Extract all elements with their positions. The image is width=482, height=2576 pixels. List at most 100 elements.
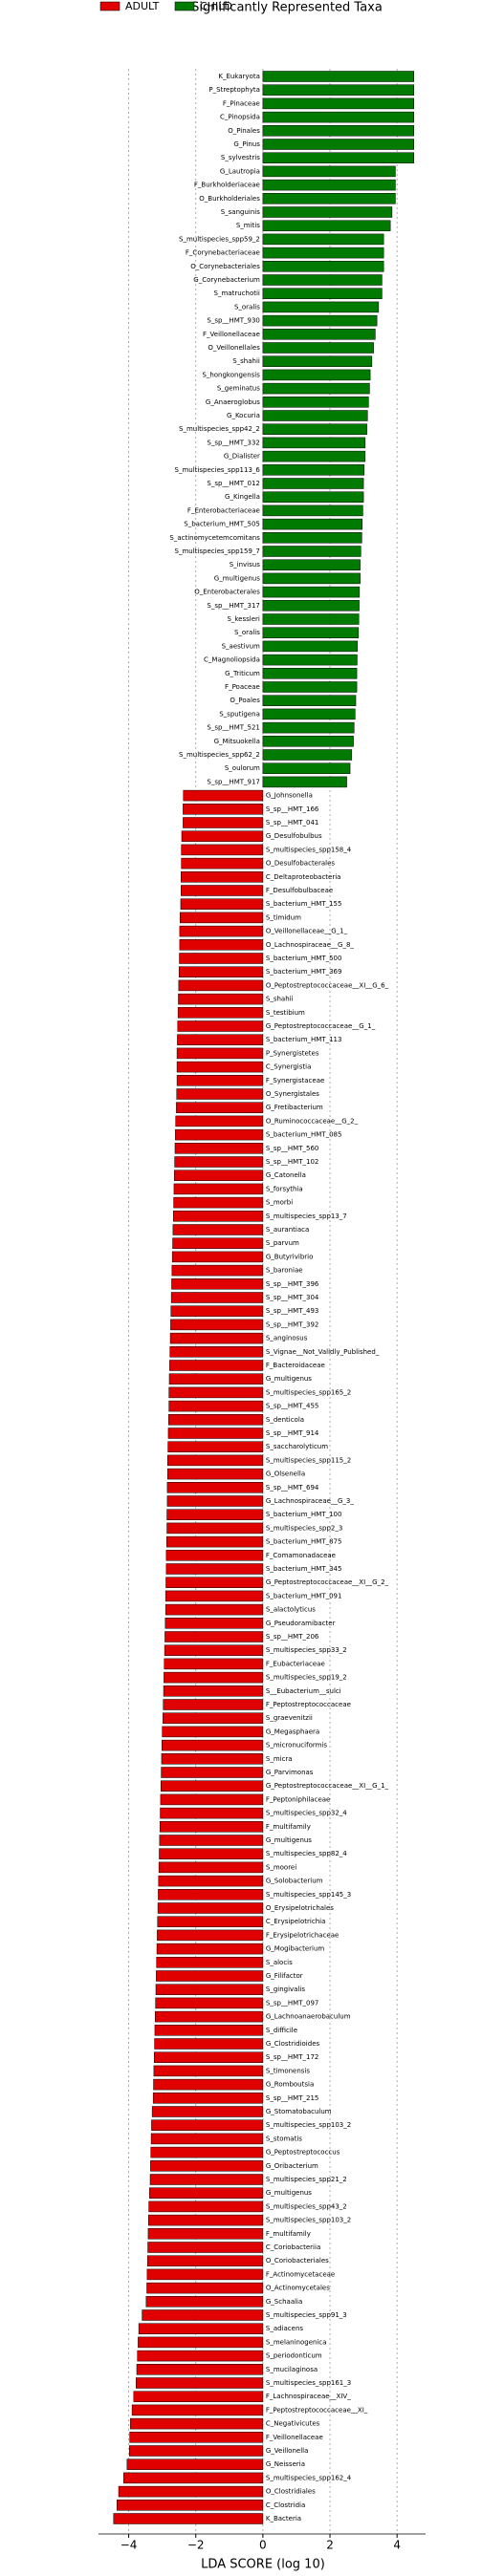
bar-label: G_Parvimonas — [266, 1769, 314, 1776]
bar-label: S_multispecies_spp158_4 — [266, 846, 352, 853]
bar — [262, 721, 355, 734]
bar — [183, 804, 264, 815]
bar-label: S_baroniae — [266, 1267, 303, 1275]
bar — [131, 2404, 264, 2416]
bar-label: S_denticola — [266, 1416, 304, 1424]
bar-label: S_bacterium_HMT_875 — [266, 1538, 342, 1546]
bar-label: F_Bacteroidaceae — [266, 1362, 325, 1369]
bar — [158, 1875, 264, 1887]
bar — [164, 1658, 264, 1670]
bar-label: S_invisus — [230, 561, 260, 569]
bar — [130, 2417, 264, 2430]
bar — [173, 1183, 264, 1195]
bar — [262, 613, 360, 625]
bar — [262, 586, 361, 598]
bar — [174, 1156, 264, 1168]
bar — [150, 2133, 264, 2145]
bar-label: S_oralis — [234, 303, 260, 311]
bar-label: S_multispecies_spp159_7 — [175, 547, 260, 555]
bar — [262, 342, 374, 354]
bar — [145, 2296, 264, 2308]
bar — [262, 668, 358, 679]
bar — [171, 1264, 264, 1277]
bar — [153, 2051, 264, 2063]
bar-label: S_stomatis — [266, 2135, 302, 2142]
bar — [262, 695, 357, 706]
bar — [123, 2472, 264, 2484]
bar-label: S_sp__HMT_521 — [207, 724, 259, 732]
bar-label: K_Bacteria — [266, 2515, 301, 2522]
bar-label: G_Lachnospiraceae__G_3_ — [266, 1497, 354, 1505]
bar — [163, 1712, 264, 1724]
bar-label: S_bacterium_HMT_100 — [266, 1511, 342, 1518]
bar-label: O_Burkholderiales — [199, 195, 260, 203]
bar-label: S_aurantiaca — [266, 1226, 309, 1234]
bar-label: S_multispecies_spp32_4 — [266, 1810, 347, 1817]
bar — [169, 1332, 264, 1344]
bar — [179, 912, 264, 924]
bar-label: S_sylvestris — [221, 154, 260, 161]
bar — [159, 1835, 264, 1846]
x-tick-label: −2 — [187, 2539, 205, 2552]
bar-label: S_multispecies_spp19_2 — [266, 1674, 347, 1682]
bar-label: S_sanguinis — [221, 208, 261, 216]
bar — [262, 640, 359, 653]
bar — [262, 301, 380, 313]
bar — [148, 2214, 264, 2226]
bar-label: S_hongkongensis — [202, 371, 260, 378]
bar-label: C_Negativicutes — [266, 2420, 320, 2428]
bar — [179, 953, 264, 964]
bar — [262, 165, 396, 178]
bar — [150, 2146, 264, 2158]
bar-label: F_Lachnospiraceae__XIV_ — [266, 2393, 351, 2400]
bar-label: S_sp__HMT_041 — [266, 819, 318, 826]
bar-label: F_Veillonellaceae — [266, 2434, 323, 2441]
bar-label: S_sp__HMT_172 — [266, 2053, 318, 2061]
bar-label: G_Butyrivibrio — [266, 1253, 314, 1260]
bar-label: C_Coriobacteriia — [266, 2243, 320, 2251]
bar — [137, 2350, 264, 2362]
bar — [136, 2364, 264, 2375]
bar — [166, 1482, 264, 1493]
bar-label: S_timidum — [266, 913, 301, 921]
bar — [155, 1984, 264, 1995]
bar-label: S_multispecies_spp13_7 — [266, 1213, 347, 1220]
bar — [176, 1075, 264, 1086]
bar — [176, 1088, 264, 1100]
bar — [262, 559, 361, 570]
bar-label: O_Erysipelotrichales — [266, 1904, 334, 1912]
bar-label: S_matruchotii — [214, 290, 260, 297]
bar-label: F_Burkholderiaceae — [194, 182, 260, 189]
bar — [171, 1251, 264, 1263]
bar — [136, 2377, 264, 2389]
bar — [163, 1699, 264, 1710]
bar-label: S_sp__HMT_560 — [266, 1145, 318, 1152]
bar-label: S_multispecies_spp91_3 — [266, 2311, 347, 2319]
bar-label: S_sp__HMT_304 — [266, 1294, 319, 1301]
bar — [167, 1468, 264, 1480]
bar-label: F_Poaceae — [225, 683, 260, 691]
bar-label: F_Desulfobulbaceae — [266, 887, 333, 894]
bar-label: O_Veillonellaceae__G_1_ — [266, 928, 348, 935]
bar-label: G_Mitsuokella — [214, 738, 260, 745]
x-tick-label: 0 — [259, 2539, 267, 2552]
bar-label: S_graevenitzii — [266, 1714, 313, 1722]
bar — [262, 776, 347, 788]
bar — [262, 478, 364, 489]
bar — [172, 1211, 264, 1222]
bar-label: G_Corynebacterium — [193, 276, 260, 284]
bar-label: S_timonensis — [266, 2067, 311, 2074]
bar — [181, 857, 264, 869]
bar-label: S_sp__HMT_455 — [266, 1403, 318, 1410]
bar — [157, 1929, 264, 1942]
bar — [262, 288, 383, 299]
bar — [171, 1278, 264, 1290]
bar-label: G_Filifactor — [266, 1972, 303, 1980]
bar-label: S_mucilaginosa — [266, 2366, 318, 2373]
bar-label: C_Clostridia — [266, 2501, 305, 2509]
bar — [150, 2160, 264, 2172]
bar-label: G_multigenus — [266, 2189, 312, 2197]
bar-label: S_bacterium_HMT_155 — [266, 900, 342, 908]
bar — [262, 274, 383, 286]
